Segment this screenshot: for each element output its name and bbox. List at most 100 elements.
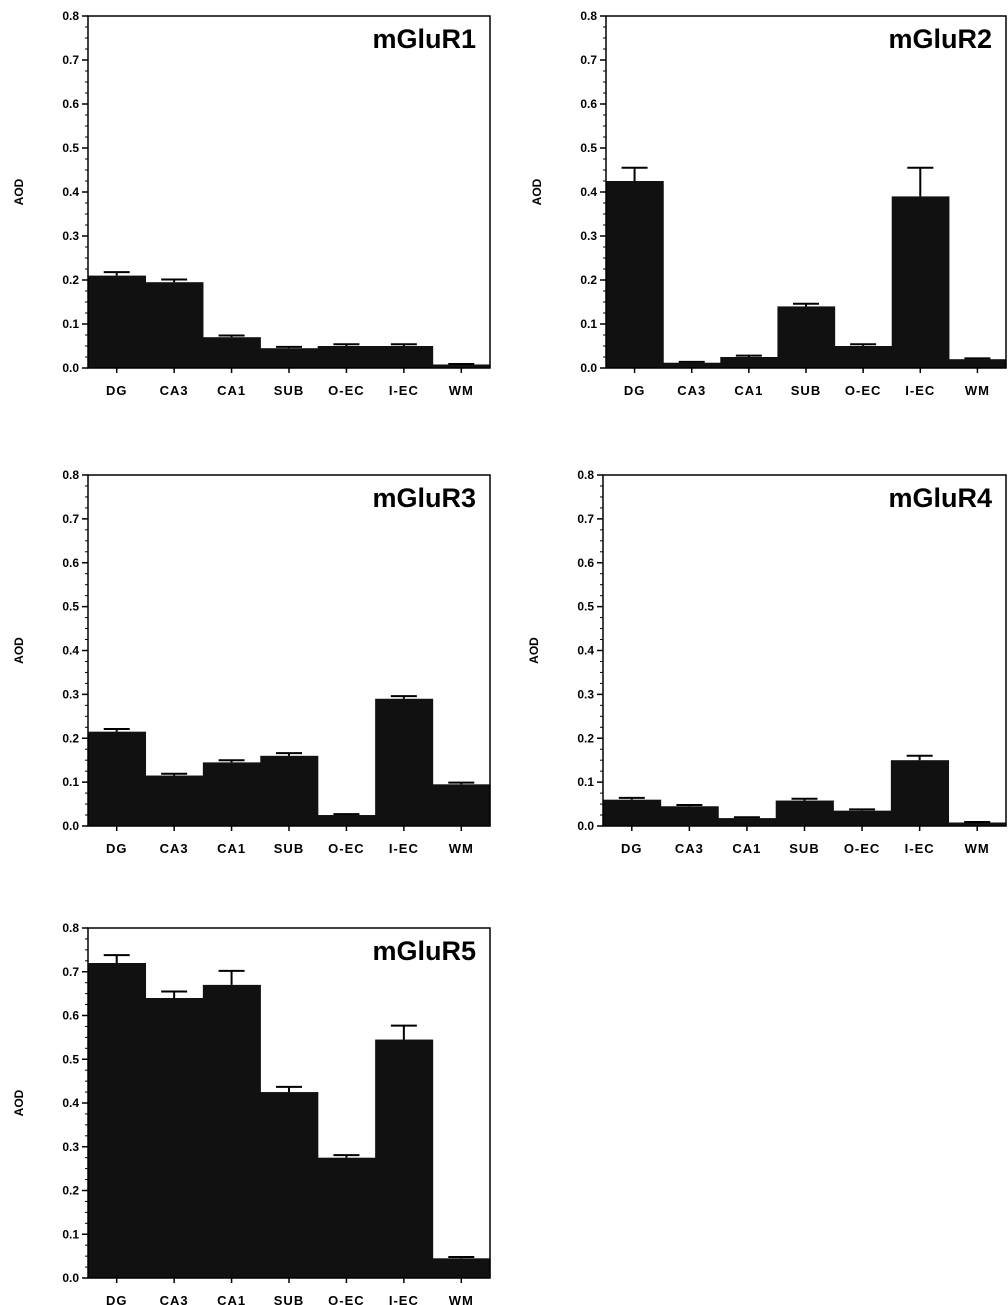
error-bar-i-ec — [390, 343, 417, 346]
y-tick-label: 0.4 — [577, 644, 594, 658]
x-tick-label-dg: DG — [621, 841, 643, 856]
error-bar-dg — [103, 271, 130, 276]
error-bar-i-ec — [907, 166, 934, 197]
bar-ca1 — [720, 357, 779, 368]
bar-wm — [432, 784, 491, 826]
y-tick-label: 0.7 — [62, 965, 79, 979]
y-tick-label: 0.6 — [62, 97, 79, 111]
y-tick-label: 0.7 — [62, 512, 79, 526]
y-tick-label: 0.4 — [62, 644, 79, 658]
y-tick-label: 0.0 — [62, 819, 79, 833]
bar-ca1 — [718, 818, 777, 826]
y-tick-label: 0.5 — [62, 1052, 79, 1066]
x-tick-label-i-ec: I-EC — [389, 1293, 419, 1305]
error-bar-wm — [964, 357, 991, 360]
bar-ca3 — [145, 282, 204, 368]
y-tick-label: 0.6 — [62, 556, 79, 570]
panel-title: mGluR1 — [372, 24, 476, 54]
y-tick-label: 0.0 — [62, 1271, 79, 1285]
error-bar-dg — [621, 166, 648, 181]
bar-ca3 — [660, 806, 719, 826]
bar-dg — [88, 275, 147, 368]
x-tick-label-o-ec: O-EC — [328, 383, 365, 398]
x-tick-label-wm: WM — [965, 383, 990, 398]
bar-dg — [606, 181, 664, 368]
x-tick-label-wm: WM — [965, 841, 990, 856]
y-tick-label: 0.1 — [62, 1227, 79, 1241]
bar-ca1 — [202, 762, 261, 826]
bar-i-ec — [890, 760, 950, 826]
error-bar-o-ec — [850, 343, 877, 346]
y-axis-title: AOD — [12, 637, 26, 664]
bar-i-ec — [375, 346, 434, 368]
bar-dg — [88, 963, 147, 1278]
y-tick-label: 0.3 — [580, 229, 597, 243]
y-tick-label: 0.4 — [580, 185, 597, 199]
error-bar-ca1 — [733, 816, 760, 819]
bar-o-ec — [833, 810, 892, 826]
x-tick-label-wm: WM — [449, 383, 474, 398]
x-tick-label-sub: SUB — [789, 841, 819, 856]
y-tick-label: 0.6 — [62, 1009, 79, 1023]
y-tick-label: 0.1 — [62, 775, 79, 789]
bar-ca1 — [202, 337, 261, 368]
x-tick-label-sub: SUB — [274, 1293, 304, 1305]
error-bar-ca1 — [218, 759, 245, 763]
x-tick-label-ca1: CA1 — [217, 383, 246, 398]
y-tick-label: 0.1 — [62, 317, 79, 331]
y-tick-label: 0.3 — [62, 687, 79, 701]
x-tick-label-ca3: CA3 — [160, 841, 189, 856]
y-tick-label: 0.3 — [62, 229, 79, 243]
error-bar-ca3 — [161, 772, 188, 776]
y-axis-title: AOD — [527, 637, 541, 664]
bar-o-ec — [317, 815, 376, 826]
error-bar-sub — [791, 797, 818, 801]
error-bar-wm — [448, 1256, 475, 1259]
y-tick-label: 0.0 — [577, 819, 594, 833]
bar-dg — [88, 731, 147, 826]
bar-sub — [260, 348, 319, 368]
error-bar-o-ec — [333, 813, 360, 816]
panel-1: 0.0 0.1 0.2 0.3 0.4 0.5 0.6 0.7 0.8 DG CA3 CA1 SUB O-… — [12, 9, 491, 398]
y-tick-label: 0.2 — [580, 273, 597, 287]
panel-title: mGluR5 — [372, 936, 476, 966]
x-tick-label-ca1: CA1 — [732, 841, 761, 856]
x-tick-label-dg: DG — [106, 1293, 128, 1305]
y-axis-title: AOD — [12, 1089, 26, 1116]
panel-title: mGluR4 — [888, 483, 992, 513]
error-bar-dg — [618, 796, 645, 800]
error-bar-sub — [276, 752, 302, 756]
x-tick-label-ca3: CA3 — [160, 383, 189, 398]
bar-dg — [603, 799, 662, 826]
x-tick-label-dg: DG — [624, 383, 646, 398]
error-bar-sub — [276, 345, 302, 349]
y-tick-label: 0.8 — [62, 921, 79, 935]
error-bar-ca1 — [218, 969, 245, 985]
x-tick-label-o-ec: O-EC — [328, 1293, 365, 1305]
y-tick-label: 0.3 — [577, 687, 594, 701]
x-tick-label-sub: SUB — [274, 841, 304, 856]
y-tick-label: 0.2 — [62, 731, 79, 745]
error-bar-dg — [103, 728, 130, 732]
y-tick-label: 0.0 — [580, 361, 597, 375]
bar-ca3 — [663, 362, 721, 368]
x-tick-label-ca3: CA3 — [677, 383, 706, 398]
bar-o-ec — [317, 1157, 376, 1278]
error-bar-wm — [448, 781, 475, 785]
x-tick-label-ca1: CA1 — [217, 841, 246, 856]
y-tick-label: 0.5 — [577, 600, 594, 614]
error-bar-i-ec — [390, 695, 417, 699]
y-tick-label: 0.0 — [62, 361, 79, 375]
panel-2: 0.0 0.1 0.2 0.3 0.4 0.5 0.6 0.7 0.8 DG CA3 CA1 SUB O-… — [530, 9, 1007, 398]
error-bar-o-ec — [849, 808, 876, 811]
bar-i-ec — [375, 698, 434, 826]
error-bar-ca3 — [161, 278, 188, 283]
bar-i-ec — [891, 196, 950, 368]
y-tick-label: 0.3 — [62, 1140, 79, 1154]
bar-i-ec — [375, 1039, 434, 1278]
panel-title: mGluR3 — [372, 483, 476, 513]
error-bar-sub — [793, 302, 819, 307]
y-tick-label: 0.8 — [577, 468, 594, 482]
error-bar-ca1 — [218, 334, 245, 338]
y-tick-label: 0.7 — [577, 512, 594, 526]
